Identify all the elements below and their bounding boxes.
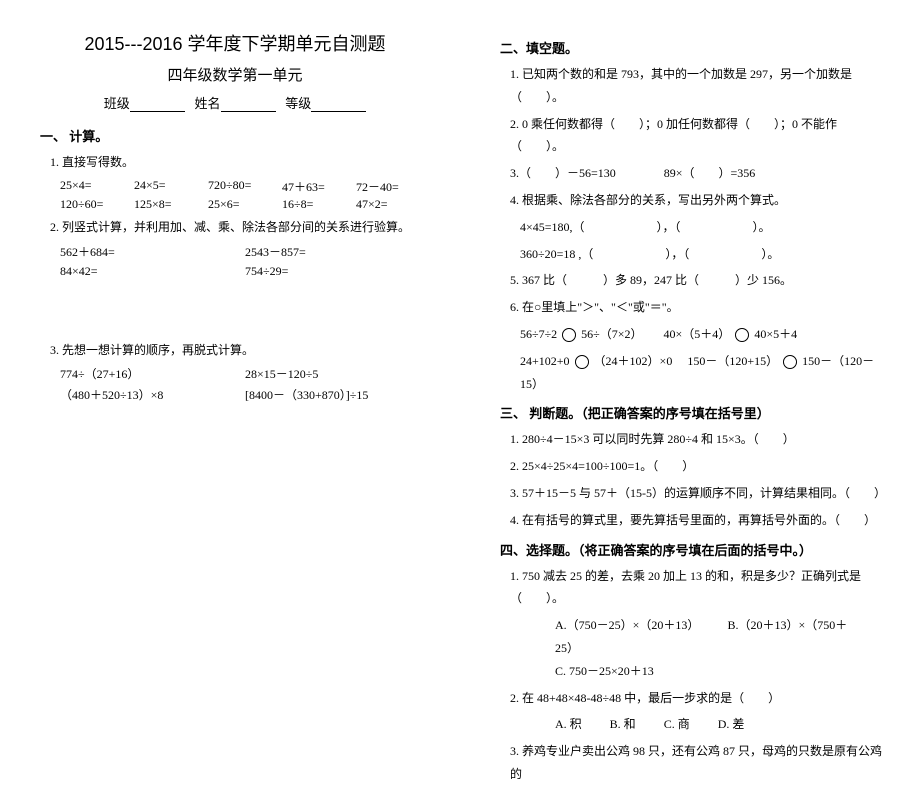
section-4-title: 四、选择题。（将正确答案的序号填在后面的括号中。）: [500, 540, 890, 559]
cell: （480＋520÷13）×8: [60, 386, 245, 403]
c2: 2. 在 48+48×48-48÷48 中，最后一步求的是（ ）: [510, 687, 890, 710]
subsection-1: 1. 直接写得数。: [50, 151, 430, 174]
q1: 1. 已知两个数的和是 793，其中的一个加数是 297，另一个加数是（ ）。: [510, 63, 890, 109]
right-column: 二、填空题。 1. 已知两个数的和是 793，其中的一个加数是 297，另一个加…: [460, 0, 920, 650]
cell: 2543－857=: [245, 243, 430, 260]
c2a: A. 积: [555, 717, 582, 731]
cell: 562＋684=: [60, 243, 245, 260]
main-title: 2015---2016 学年度下学期单元自测题: [40, 30, 430, 56]
q3: 3.（ ）－56=130 89×（ ）=356: [510, 162, 890, 185]
left-column: 2015---2016 学年度下学期单元自测题 四年级数学第一单元 班级 姓名 …: [0, 0, 460, 650]
section-3-title: 三、 判断题。（把正确答案的序号填在括号里）: [500, 403, 890, 422]
c1-choices: A.（750－25）×（20＋13） B.（20＋13）×（750＋25） C.…: [555, 614, 890, 682]
c3: 3. 养鸡专业户卖出公鸡 98 只，还有公鸡 87 只，母鸡的只数是原有公鸡的: [510, 740, 890, 786]
calc-row-2: 120÷60= 125×8= 25×6= 16÷8= 47×2=: [60, 197, 430, 212]
subsection-3: 3. 先想一想计算的顺序，再脱式计算。: [50, 339, 430, 362]
c2-choices: A. 积 B. 和 C. 商 D. 差: [555, 713, 890, 736]
circle-icon: [783, 355, 797, 369]
q6b-r: 40×5＋4: [754, 327, 797, 341]
q4a: 4×45=180,（ ），（ ）。: [520, 216, 890, 239]
name-blank: [221, 98, 276, 112]
cell: 16÷8=: [282, 197, 356, 212]
cell: 28×15－120÷5: [245, 365, 430, 382]
q6d-l: 150－（120+15）: [687, 354, 778, 368]
circle-icon: [562, 328, 576, 342]
q6c-r: （24＋102）×0: [594, 354, 673, 368]
q6-row2: 24+102+0 （24＋102）×0 150－（120+15） 150－（12…: [520, 350, 890, 396]
info-line: 班级 姓名 等级: [40, 93, 430, 112]
cell: [8400－（330+870）]÷15: [245, 386, 430, 403]
cell: 125×8=: [134, 197, 208, 212]
grade-label: 等级: [285, 96, 311, 111]
subsection-2: 2. 列竖式计算，并利用加、减、乘、除法各部分间的关系进行验算。: [50, 216, 430, 239]
q5: 5. 367 比（ ）多 89，247 比（ ）少 156。: [510, 269, 890, 292]
cell: 720÷80=: [208, 178, 282, 195]
calc-pair-4: （480＋520÷13）×8 [8400－（330+870）]÷15: [60, 386, 430, 403]
cell: 120÷60=: [60, 197, 134, 212]
j1: 1. 280÷4－15×3 可以同时先算 280÷4 和 15×3。（ ）: [510, 428, 890, 451]
cell: 774÷（27+16）: [60, 365, 245, 382]
circle-icon: [575, 355, 589, 369]
q6c-l: 24+102+0: [520, 354, 570, 368]
cell: 24×5=: [134, 178, 208, 195]
c2c: C. 商: [664, 717, 690, 731]
j4: 4. 在有括号的算式里，要先算括号里面的，再算括号外面的。（ ）: [510, 509, 890, 532]
circle-icon: [735, 328, 749, 342]
c1c: C. 750－25×20＋13: [555, 664, 654, 678]
cell: 25×4=: [60, 178, 134, 195]
c2d: D. 差: [718, 717, 745, 731]
q6: 6. 在○里填上"＞"、"＜"或"＝"。: [510, 296, 890, 319]
cell: 84×42=: [60, 264, 245, 279]
name-label: 姓名: [194, 96, 220, 111]
q4b: 360÷20=18 ,（ ），（ ）。: [520, 243, 890, 266]
cell: 47×2=: [356, 197, 430, 212]
cell: 72－40=: [356, 178, 430, 195]
section-2-title: 二、填空题。: [500, 38, 890, 57]
section-1-title: 一、 计算。: [40, 126, 430, 145]
cell: 25×6=: [208, 197, 282, 212]
subtitle: 四年级数学第一单元: [40, 64, 430, 85]
q2: 2. 0 乘任何数都得（ ）；0 加任何数都得（ ）；0 不能作（ ）。: [510, 113, 890, 159]
q6-row1: 56÷7÷2 56÷（7×2） 40×（5＋4） 40×5＋4: [520, 323, 890, 346]
j3: 3. 57＋15－5 与 57＋（15-5）的运算顺序不同，计算结果相同。（ ）: [510, 482, 890, 505]
grade-blank: [311, 98, 366, 112]
j2: 2. 25×4÷25×4=100÷100=1。（ ）: [510, 455, 890, 478]
c2b: B. 和: [610, 717, 636, 731]
q4: 4. 根据乘、除法各部分的关系，写出另外两个算式。: [510, 189, 890, 212]
q6b-l: 40×（5＋4）: [664, 327, 731, 341]
calc-pair-2: 84×42= 754÷29=: [60, 264, 430, 279]
calc-pair-3: 774÷（27+16） 28×15－120÷5: [60, 365, 430, 382]
q6a-l: 56÷7÷2: [520, 327, 557, 341]
cell: 754÷29=: [245, 264, 430, 279]
class-label: 班级: [104, 96, 130, 111]
class-blank: [130, 98, 185, 112]
calc-pair-1: 562＋684= 2543－857=: [60, 243, 430, 260]
c1a: A.（750－25）×（20＋13）: [555, 618, 699, 632]
q6a-r: 56÷（7×2）: [581, 327, 642, 341]
cell: 47＋63=: [282, 178, 356, 195]
calc-row-1: 25×4= 24×5= 720÷80= 47＋63= 72－40=: [60, 178, 430, 195]
c1: 1. 750 减去 25 的差，去乘 20 加上 13 的和，积是多少？正确列式…: [510, 565, 890, 611]
